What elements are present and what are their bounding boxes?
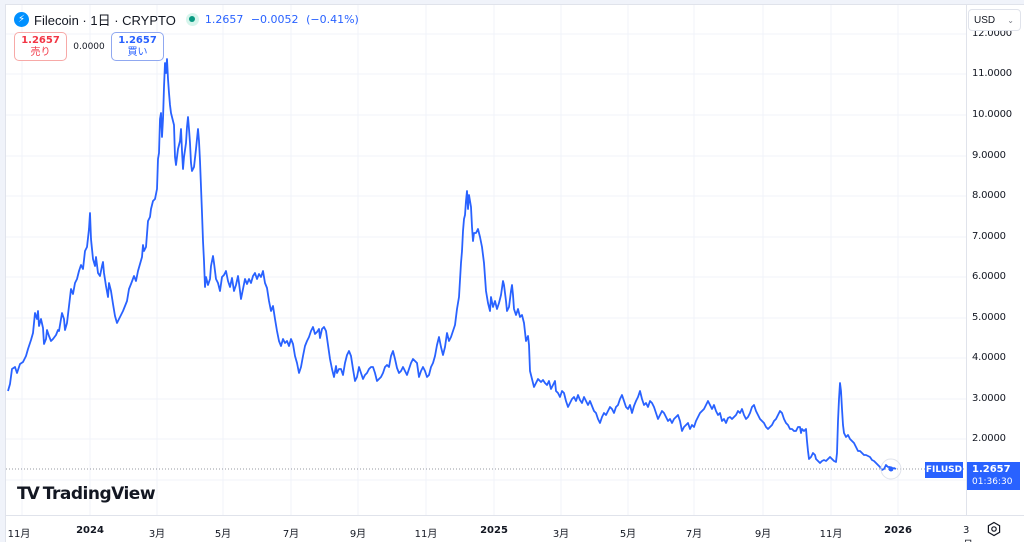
grid-lines: [6, 5, 966, 515]
x-tick: 7月: [685, 529, 703, 540]
y-tick: 3.0000: [972, 393, 1006, 404]
buy-button[interactable]: 1.2657 買い: [111, 32, 164, 61]
y-tick: 12.0000: [972, 28, 1012, 39]
tradingview-wordmark: TradingView: [42, 484, 156, 504]
x-tick: 3月: [552, 529, 570, 540]
last-point-dot: [888, 466, 894, 472]
x-tick: 7月: [282, 529, 300, 540]
y-tick: 9.0000: [972, 150, 1006, 161]
currency-value: USD: [974, 14, 996, 26]
legend-values: 1.2657 −0.0052 (−0.41%): [205, 13, 363, 26]
buy-price: 1.2657: [118, 34, 157, 46]
bar-countdown: 01:36:30: [972, 477, 1013, 487]
y-tick: 7.0000: [972, 231, 1006, 242]
last-price-tag: 1.2657 01:36:30: [967, 462, 1020, 490]
symbol-legend: ⚡ Filecoin · 1日 · CRYPTO 1.2657 −0.0052 …: [14, 10, 363, 28]
currency-selector[interactable]: USD ⌄: [968, 9, 1021, 31]
x-tick: 9月: [349, 529, 367, 540]
y-tick: 6.0000: [972, 271, 1006, 282]
sell-button[interactable]: 1.2657 売り: [14, 32, 67, 61]
y-tick: 2.0000: [972, 433, 1006, 444]
x-tick: 9月: [754, 529, 772, 540]
x-tick: 5月: [619, 529, 637, 540]
y-tick: 10.0000: [972, 109, 1012, 120]
x-tick: 11月: [7, 529, 31, 540]
y-tick: 8.0000: [972, 190, 1006, 201]
x-tick: 2026: [884, 525, 912, 536]
sell-price: 1.2657: [21, 34, 60, 46]
chart-plot-area[interactable]: [6, 5, 966, 515]
trade-buttons: 1.2657 売り 0.0000 1.2657 買い: [14, 32, 164, 61]
last-point-halo: [880, 458, 902, 480]
x-tick: 3月: [963, 525, 973, 542]
x-tick: 5月: [214, 529, 232, 540]
sell-label: 売り: [30, 46, 51, 58]
settings-icon[interactable]: [986, 521, 1002, 537]
chart-container: ⚡ Filecoin · 1日 · CRYPTO 1.2657 −0.0052 …: [5, 4, 1024, 542]
price-line: [7, 58, 897, 471]
time-axis[interactable]: 11月 2024 3月 5月 7月 9月 11月 2025 3月 5月 7月 9…: [6, 515, 1024, 542]
y-tick: 4.0000: [972, 352, 1006, 363]
symbol-price-tag: FILUSD: [925, 462, 963, 478]
spread-value: 0.0000: [73, 41, 105, 52]
symbol-title[interactable]: Filecoin · 1日 · CRYPTO: [34, 12, 176, 28]
x-tick: 2024: [76, 525, 104, 536]
tradingview-mark-icon: TV: [17, 484, 40, 504]
price-axis[interactable]: 12.0000 11.0000 10.0000 9.0000 8.0000 7.…: [966, 5, 1024, 515]
x-tick: 2025: [480, 525, 508, 536]
buy-label: 買い: [127, 46, 148, 58]
price-chart-svg: [6, 5, 966, 515]
x-tick: 11月: [819, 529, 843, 540]
filecoin-icon: ⚡: [14, 11, 29, 27]
y-tick: 11.0000: [972, 68, 1012, 79]
x-tick: 11月: [414, 529, 438, 540]
market-open-icon: [185, 12, 199, 26]
last-price: 1.2657: [204, 12, 244, 26]
x-tick: 3月: [148, 529, 166, 540]
price-change-pct: (−0.41%): [306, 12, 359, 26]
price-change: −0.0052: [250, 12, 299, 26]
chevron-down-icon: ⌄: [1007, 15, 1014, 25]
last-price-tag-value: 1.2657: [972, 464, 1011, 475]
tradingview-logo[interactable]: TV TradingView: [17, 484, 156, 504]
y-tick: 5.0000: [972, 312, 1006, 323]
